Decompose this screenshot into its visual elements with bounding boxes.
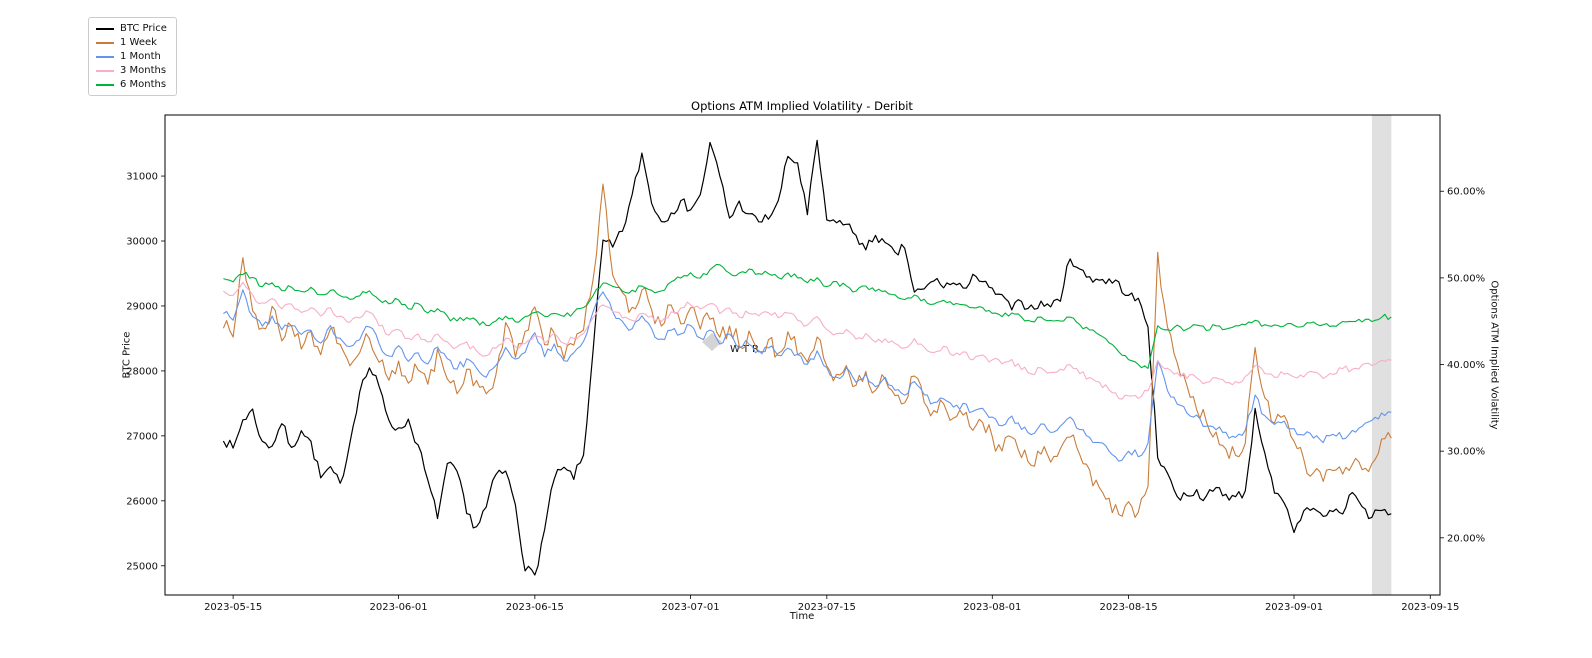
chart-title: Options ATM Implied Volatility - Deribit	[691, 99, 913, 113]
legend-label: 6 Months	[120, 79, 167, 90]
shaded-band	[1371, 115, 1392, 595]
legend-label: 1 Week	[120, 37, 157, 48]
series-line-1-month	[223, 289, 1392, 462]
series-line-1-week	[222, 183, 1392, 518]
legend-swatch	[96, 55, 114, 58]
axes-spines	[164, 114, 1441, 596]
series-line-3-months	[223, 281, 1392, 400]
x-tick-label: 2023-06-15	[506, 602, 564, 613]
legend-item-1-month: 1 Month	[96, 50, 167, 63]
x-tick-label: 2023-05-15	[204, 602, 262, 613]
x-tick-label: 2023-06-01	[370, 602, 428, 613]
y-left-tick-label: 30000	[126, 237, 158, 248]
legend-swatch	[96, 83, 114, 86]
legend-swatch	[96, 27, 114, 30]
legend-label: BTC Price	[120, 23, 167, 34]
legend-label: 1 Month	[120, 51, 161, 62]
y-left-tick-label: 31000	[126, 172, 158, 183]
legend-item-3-months: 3 Months	[96, 64, 167, 77]
y-right-tick-label: 60.00%	[1447, 187, 1485, 198]
series-line-6-months	[223, 263, 1392, 369]
x-tick-label: 2023-08-01	[963, 602, 1021, 613]
legend-swatch	[96, 41, 114, 44]
legend-item-6-months: 6 Months	[96, 78, 167, 91]
legend-label: 3 Months	[120, 65, 167, 76]
y-left-tick-label: 28000	[126, 366, 158, 377]
legend-item-btc-price: BTC Price	[96, 22, 167, 35]
watermark-logo-icon	[702, 333, 722, 351]
x-tick-label: 2023-07-01	[662, 602, 720, 613]
y-right-tick-label: 30.00%	[1447, 447, 1485, 458]
legend: BTC Price 1 Week 1 Month 3 Months 6 Months	[88, 17, 177, 96]
y-right-tick-label: 20.00%	[1447, 533, 1485, 544]
y-left-tick-label: 27000	[126, 431, 158, 442]
y-left-tick-label: 25000	[126, 561, 158, 572]
y-right-tick-label: 40.00%	[1447, 360, 1485, 371]
y-right-tick-label: 50.00%	[1447, 273, 1485, 284]
watermark-text: WTR	[730, 344, 762, 355]
y-left-tick-label: 29000	[126, 301, 158, 312]
x-tick-label: 2023-09-15	[1401, 602, 1459, 613]
legend-item-1-week: 1 Week	[96, 36, 167, 49]
x-tick-label: 2023-07-15	[798, 602, 856, 613]
series-line-btc-price	[222, 139, 1392, 576]
legend-swatch	[96, 69, 114, 72]
x-tick-label: 2023-09-01	[1265, 602, 1323, 613]
x-tick-label: 2023-08-15	[1099, 602, 1157, 613]
x-axis-label: Time	[789, 611, 815, 622]
y-left-tick-label: 26000	[126, 496, 158, 507]
